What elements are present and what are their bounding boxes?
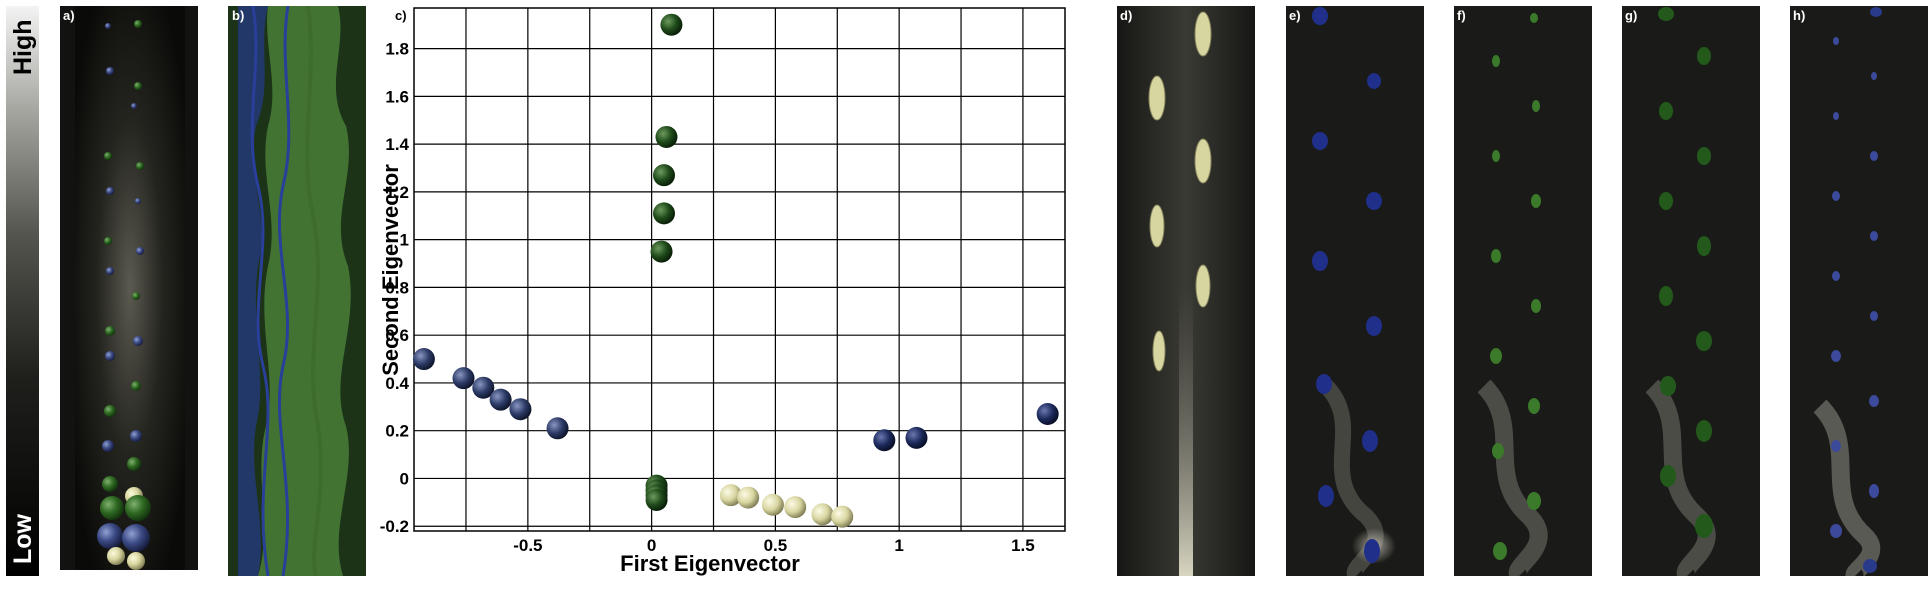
x-tick-label: 0	[647, 536, 656, 555]
panel-g	[1622, 6, 1760, 576]
panel-b	[228, 6, 366, 576]
panel-h	[1790, 6, 1928, 576]
panel-e	[1286, 6, 1424, 576]
y-tick-label: 0.4	[385, 374, 409, 393]
y-tick-label: 1.6	[385, 87, 409, 106]
x-axis-label: First Eigenvector	[620, 551, 800, 576]
plot-area	[413, 7, 1066, 532]
x-tick-label: -0.5	[513, 536, 542, 555]
panel-f-image	[1454, 6, 1592, 576]
panel-b-image	[228, 6, 366, 576]
x-tick-label: 1	[894, 536, 903, 555]
panel-d	[1117, 6, 1255, 576]
data-point	[452, 367, 475, 390]
panel-a-image	[60, 6, 198, 570]
panel-e-image	[1286, 6, 1424, 576]
panel-f-label: f)	[1457, 8, 1466, 23]
data-point	[1036, 402, 1059, 425]
panel-d-image	[1117, 6, 1255, 576]
panel-b-label: b)	[232, 8, 245, 23]
data-points	[412, 13, 1059, 528]
data-point	[811, 503, 834, 526]
x-tick-label: 0.5	[764, 536, 788, 555]
panel-h-image	[1790, 6, 1928, 576]
data-point	[472, 376, 495, 399]
data-point	[660, 13, 683, 36]
data-point	[905, 426, 928, 449]
y-tick-label: -0.2	[380, 517, 409, 536]
y-tick-label: 1.4	[385, 135, 409, 154]
data-point	[784, 496, 807, 519]
data-point	[873, 429, 896, 452]
colorbar	[6, 6, 39, 576]
panel-g-label: g)	[1625, 8, 1638, 23]
data-point	[412, 348, 435, 371]
panel-h-label: h)	[1793, 8, 1806, 23]
y-tick-label: 0.2	[385, 422, 409, 441]
data-point	[509, 398, 532, 421]
data-point	[653, 202, 676, 225]
tick-labels: -0.2 0 0.2 0.4 0.6 0.8 1 1.2 1.4 1.6 1.8 -0.5 0 0.5 1 1…	[380, 40, 1035, 555]
colorbar-high-label: High	[9, 19, 37, 75]
panel-f	[1454, 6, 1592, 576]
y-tick-label: 0.8	[385, 278, 409, 297]
panel-a	[60, 6, 198, 570]
y-tick-label: 1.8	[385, 40, 409, 59]
y-axis-label: Second Eigenvector	[380, 164, 403, 376]
scatter-chart: -0.2 0 0.2 0.4 0.6 0.8 1 1.2 1.4 1.6 1.8 -0.5 0 0.5 1 1…	[380, 7, 1066, 576]
data-point	[655, 125, 678, 148]
panel-d-label: d)	[1120, 8, 1133, 23]
panel-c-chart: -0.2 0 0.2 0.4 0.6 0.8 1 1.2 1.4 1.6 1.8 -0.5 0 0.5 1 1…	[380, 0, 1100, 591]
data-point	[719, 484, 742, 507]
panel-c-label: c)	[395, 8, 407, 23]
data-point	[489, 388, 512, 411]
panel-g-image	[1622, 6, 1760, 576]
x-tick-label: 1.5	[1011, 536, 1035, 555]
data-point	[761, 493, 784, 516]
y-tick-label: 0.6	[385, 326, 409, 345]
data-point	[737, 486, 760, 509]
data-point	[645, 488, 668, 511]
panel-e-label: e)	[1289, 8, 1301, 23]
data-point	[546, 417, 569, 440]
data-point	[831, 505, 854, 528]
y-tick-label: 1	[400, 231, 409, 250]
panel-a-label: a)	[63, 8, 75, 23]
colorbar-low-label: Low	[9, 514, 37, 564]
y-tick-label: 1.2	[385, 183, 409, 202]
data-point	[653, 164, 676, 187]
grid-lines	[414, 8, 1065, 531]
y-tick-label: 0	[400, 469, 409, 488]
data-point	[650, 240, 673, 263]
